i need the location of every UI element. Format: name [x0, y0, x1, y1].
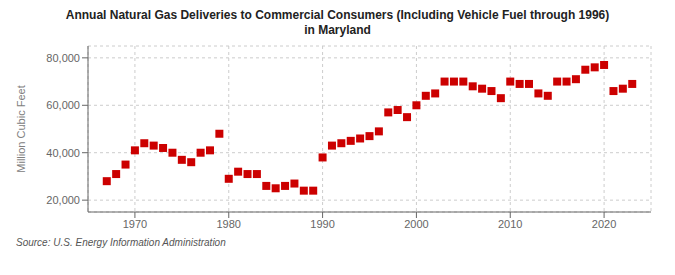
- svg-text:1990: 1990: [310, 218, 334, 230]
- svg-text:80,000: 80,000: [46, 52, 80, 64]
- svg-text:2020: 2020: [592, 218, 616, 230]
- svg-text:2000: 2000: [404, 218, 428, 230]
- html-text:Annual Natural Gas Deliveries: Annual Natural Gas Deliveries to Commerc…: [65, 8, 610, 22]
- svg-text:20,000: 20,000: [46, 194, 80, 206]
- svg-text:2010: 2010: [498, 218, 522, 230]
- svg-text:60,000: 60,000: [46, 99, 80, 111]
- svg-text:40,000: 40,000: [46, 147, 80, 159]
- svg-text:1980: 1980: [217, 218, 241, 230]
- svg-text:1970: 1970: [123, 218, 147, 230]
- svg-text:Million Cubic Feet: Million Cubic Feet: [15, 85, 27, 172]
- html-text:in Maryland: in Maryland: [304, 23, 371, 37]
- html-text:Source: U.S. Energy Informatio: Source: U.S. Energy Information Administ…: [16, 237, 226, 248]
